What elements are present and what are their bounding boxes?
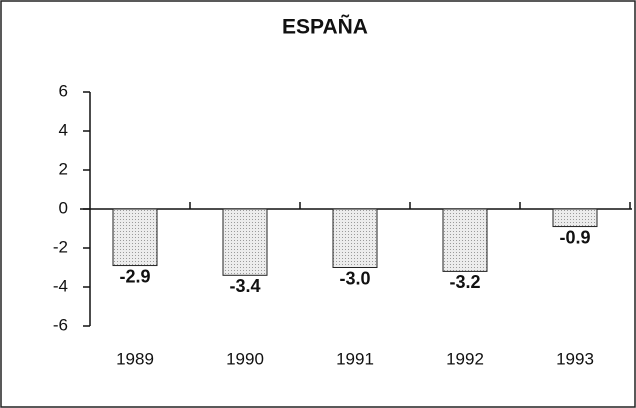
x-tick-label: 1989 bbox=[116, 349, 154, 368]
x-tick-label: 1990 bbox=[226, 349, 264, 368]
y-tick-label: -2 bbox=[53, 237, 68, 256]
data-label: -2.9 bbox=[119, 266, 150, 286]
bar bbox=[112, 208, 158, 267]
data-label: -0.9 bbox=[559, 227, 590, 247]
bar bbox=[442, 208, 488, 272]
bar bbox=[222, 208, 268, 276]
x-tick-label: 1991 bbox=[336, 349, 374, 368]
bar bbox=[332, 208, 378, 268]
y-tick-label: -4 bbox=[53, 276, 68, 295]
chart-title: ESPAÑA bbox=[282, 16, 368, 39]
y-tick-label: 2 bbox=[59, 159, 68, 178]
x-tick-label: 1992 bbox=[446, 349, 484, 368]
data-label: -3.2 bbox=[449, 272, 480, 292]
x-tick-label: 1993 bbox=[556, 349, 594, 368]
bar bbox=[552, 208, 598, 228]
y-tick-label: 0 bbox=[59, 198, 68, 217]
data-label: -3.0 bbox=[339, 268, 370, 288]
y-tick-label: 4 bbox=[59, 120, 68, 139]
y-tick-label: 6 bbox=[59, 81, 68, 100]
data-label: -3.4 bbox=[229, 276, 260, 296]
y-tick-label: -6 bbox=[53, 315, 68, 334]
